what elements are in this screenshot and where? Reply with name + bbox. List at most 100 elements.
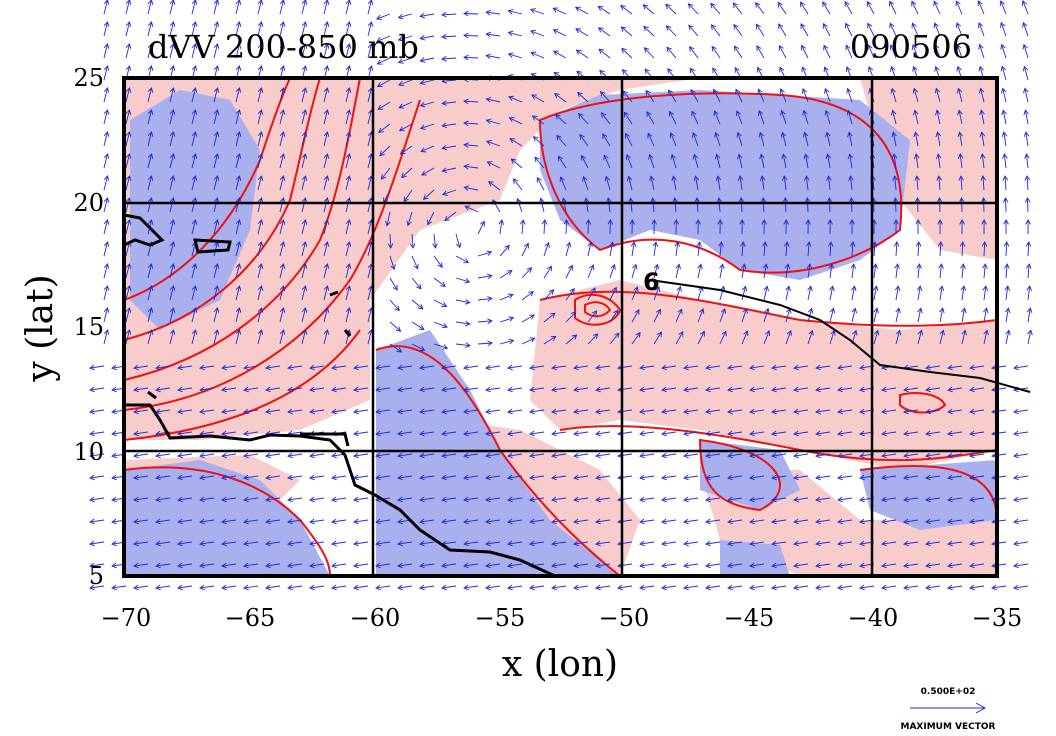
wind-vector — [661, 431, 677, 435]
wind-vector — [477, 221, 485, 235]
wind-vector-head — [385, 220, 391, 227]
wind-vector — [1000, 22, 1007, 37]
wind-vector — [386, 211, 391, 226]
wind-vector — [573, 475, 589, 479]
wind-vector — [805, 154, 809, 169]
wind-vector-head — [507, 540, 513, 547]
wind-vector-head — [399, 149, 406, 155]
wind-vector — [1002, 88, 1007, 103]
wind-vector — [397, 585, 413, 589]
wind-vector — [1013, 519, 1029, 523]
wind-vector-head — [577, 112, 584, 119]
wind-vector — [486, 11, 501, 15]
wind-vector-head — [419, 57, 426, 63]
wind-vector-head — [625, 154, 632, 160]
wind-vector — [375, 585, 391, 589]
wind-vector-head — [155, 496, 161, 503]
wind-vector-head — [213, 219, 220, 225]
wind-vector-head — [464, 299, 471, 305]
wind-vector-head — [441, 452, 447, 459]
wind-vector-head — [639, 430, 645, 437]
wind-vector-head — [509, 138, 516, 144]
wind-vector-head — [279, 109, 286, 115]
wind-vector — [463, 13, 479, 15]
wind-vector-head — [548, 289, 555, 295]
wind-vector-head — [427, 219, 433, 226]
wind-vector — [397, 563, 413, 567]
wind-vector-head — [147, 263, 154, 269]
wind-vector-head — [419, 101, 426, 108]
wind-vector — [705, 519, 721, 523]
wind-vector-head — [867, 22, 873, 29]
wind-vector — [1022, 0, 1029, 15]
wind-vector — [829, 286, 834, 301]
wind-vector — [837, 365, 853, 369]
wind-vector — [155, 519, 171, 523]
wind-vector — [903, 387, 919, 391]
wind-vector-head — [345, 87, 352, 93]
wind-vector — [741, 330, 748, 345]
wind-vector-head — [309, 540, 315, 547]
wind-vector — [301, 197, 306, 213]
wind-vector-head — [133, 518, 139, 525]
wind-vector — [732, 2, 743, 15]
wind-vector — [551, 365, 567, 369]
wind-vector — [331, 585, 347, 589]
wind-vector-head — [301, 21, 308, 27]
wind-vector-head — [969, 430, 975, 437]
wind-vector-head — [387, 243, 394, 249]
wind-vector-head — [464, 320, 471, 327]
wind-vector-head — [111, 518, 117, 525]
wind-vector — [737, 132, 743, 147]
wind-vector-head — [485, 408, 491, 415]
wind-vector-head — [1022, 65, 1029, 72]
wind-vector — [353, 497, 369, 501]
wind-vector — [441, 497, 457, 501]
wind-vector — [947, 563, 963, 567]
wind-vector — [947, 475, 963, 479]
wind-vector — [169, 175, 174, 191]
wind-vector-head — [740, 263, 747, 270]
wind-vector — [169, 131, 174, 147]
wind-vector — [925, 497, 941, 501]
wind-vector — [837, 453, 853, 457]
wind-vector — [488, 181, 501, 191]
wind-vector-head — [177, 452, 183, 459]
wind-vector-head — [397, 13, 404, 20]
wind-vector — [419, 519, 435, 523]
wind-vector-head — [613, 309, 619, 316]
wind-vector — [1027, 286, 1031, 301]
wind-vector — [411, 343, 425, 351]
wind-vector-head — [895, 329, 902, 336]
wind-vector-head — [169, 0, 176, 5]
wind-vector-head — [916, 285, 923, 292]
wind-vector — [367, 329, 372, 345]
wind-vector-head — [323, 197, 330, 203]
wind-vector-head — [397, 58, 404, 64]
wind-vector-head — [147, 109, 154, 115]
wind-vector-head — [235, 175, 242, 181]
wind-vector-head — [125, 0, 132, 5]
y-tick-label: 10 — [73, 438, 104, 466]
wind-vector-head — [557, 155, 564, 162]
wind-vector-head — [279, 285, 286, 291]
wind-vector — [103, 241, 108, 257]
wind-vector-head — [353, 408, 359, 415]
wind-vector-head — [287, 386, 293, 393]
wind-vector-head — [309, 584, 315, 591]
wind-vector — [1013, 409, 1029, 413]
wind-vector-head — [147, 65, 154, 71]
wind-vector-head — [903, 562, 909, 569]
wind-vector — [543, 266, 552, 279]
wind-vector — [626, 154, 633, 169]
wind-vector — [534, 157, 545, 169]
wind-vector — [595, 585, 611, 589]
wind-vector-head — [103, 109, 110, 115]
wind-vector — [287, 541, 303, 545]
wind-vector-head — [645, 89, 651, 96]
wind-vector — [881, 541, 897, 545]
wind-vector-head — [891, 153, 898, 159]
wind-vector — [980, 110, 985, 125]
wind-vector — [771, 475, 787, 479]
wind-vector-head — [1027, 329, 1033, 336]
